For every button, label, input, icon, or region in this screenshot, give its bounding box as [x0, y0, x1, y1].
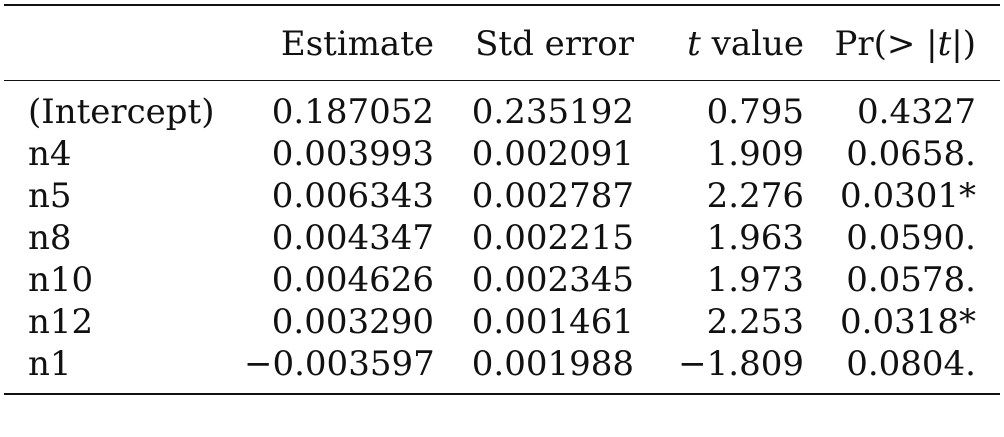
coefficients-table: Estimate Std error t value Pr(> |t|): [4, 6, 1000, 80]
coefficients-body: (Intercept) 0.187052 0.235192 0.795 0.43…: [4, 81, 1000, 393]
row-estimate: 0.003290: [271, 302, 434, 342]
row-std-error: 0.001461: [471, 302, 634, 342]
header-t-value: t value: [634, 6, 804, 80]
table-row: n1 −0.003597 0.001988 −1.809 0.0804.: [4, 343, 1000, 393]
row-estimate: 0.187052: [271, 92, 434, 132]
header-t-symbol: t: [687, 24, 701, 64]
row-std-error: 0.001988: [471, 344, 634, 384]
header-pr-prefix: Pr(> |: [834, 24, 938, 64]
row-std-error: 0.002787: [471, 176, 634, 216]
row-t-value: 2.253: [706, 302, 804, 342]
table-row: (Intercept) 0.187052 0.235192 0.795 0.43…: [4, 81, 1000, 133]
row-term: n12: [28, 302, 94, 342]
table-row: n4 0.003993 0.002091 1.909 0.0658.: [4, 133, 1000, 175]
row-t-value: 0.795: [706, 92, 804, 132]
row-estimate: 0.003993: [271, 134, 434, 174]
row-term: n4: [28, 134, 72, 174]
row-std-error: 0.002091: [471, 134, 634, 174]
row-estimate: 0.004347: [271, 218, 434, 258]
row-std-error: 0.002345: [471, 260, 634, 300]
table-row: n10 0.004626 0.002345 1.973 0.0578.: [4, 259, 1000, 301]
row-t-value: 2.276: [706, 176, 804, 216]
header-estimate: Estimate: [280, 24, 434, 64]
header-pr-suffix: |): [951, 24, 976, 64]
header-std-error: Std error: [475, 24, 634, 64]
row-term: n10: [28, 260, 94, 300]
row-std-error: 0.235192: [471, 92, 634, 132]
table-header: Estimate Std error t value Pr(> |t|): [4, 6, 1000, 80]
row-p-value: 0.0590.: [846, 218, 976, 258]
row-p-value: 0.0804.: [846, 344, 976, 384]
row-t-value: −1.809: [678, 344, 804, 384]
row-p-value: 0.0301*: [840, 176, 976, 216]
row-term: n1: [28, 344, 72, 384]
top-rule: [4, 4, 1000, 6]
row-t-value: 1.909: [706, 134, 804, 174]
header-rule: [4, 80, 1000, 81]
header-p-value: Pr(> |t|): [804, 6, 1000, 80]
row-estimate: 0.004626: [271, 260, 434, 300]
row-term: n5: [28, 176, 72, 216]
row-p-value: 0.0658.: [846, 134, 976, 174]
row-estimate: 0.006343: [271, 176, 434, 216]
table-row: n8 0.004347 0.002215 1.963 0.0590.: [4, 217, 1000, 259]
header-t-word: value: [711, 24, 804, 64]
row-term: (Intercept): [28, 92, 215, 132]
row-term: n8: [28, 218, 72, 258]
row-p-value: 0.4327: [857, 92, 976, 132]
header-term: [4, 6, 244, 80]
row-t-value: 1.973: [706, 260, 804, 300]
row-std-error: 0.002215: [471, 218, 634, 258]
row-t-value: 1.963: [706, 218, 804, 258]
header-row: Estimate Std error t value Pr(> |t|): [4, 6, 1000, 80]
header-pr-symbol: t: [937, 24, 952, 64]
table-row: n12 0.003290 0.001461 2.253 0.0318*: [4, 301, 1000, 343]
regression-table: Estimate Std error t value Pr(> |t|) (In…: [4, 0, 1000, 395]
table-row: n5 0.006343 0.002787 2.276 0.0301*: [4, 175, 1000, 217]
row-estimate: −0.003597: [244, 344, 435, 384]
row-p-value: 0.0578.: [846, 260, 976, 300]
row-p-value: 0.0318*: [840, 302, 976, 342]
bottom-rule: [4, 393, 1000, 395]
